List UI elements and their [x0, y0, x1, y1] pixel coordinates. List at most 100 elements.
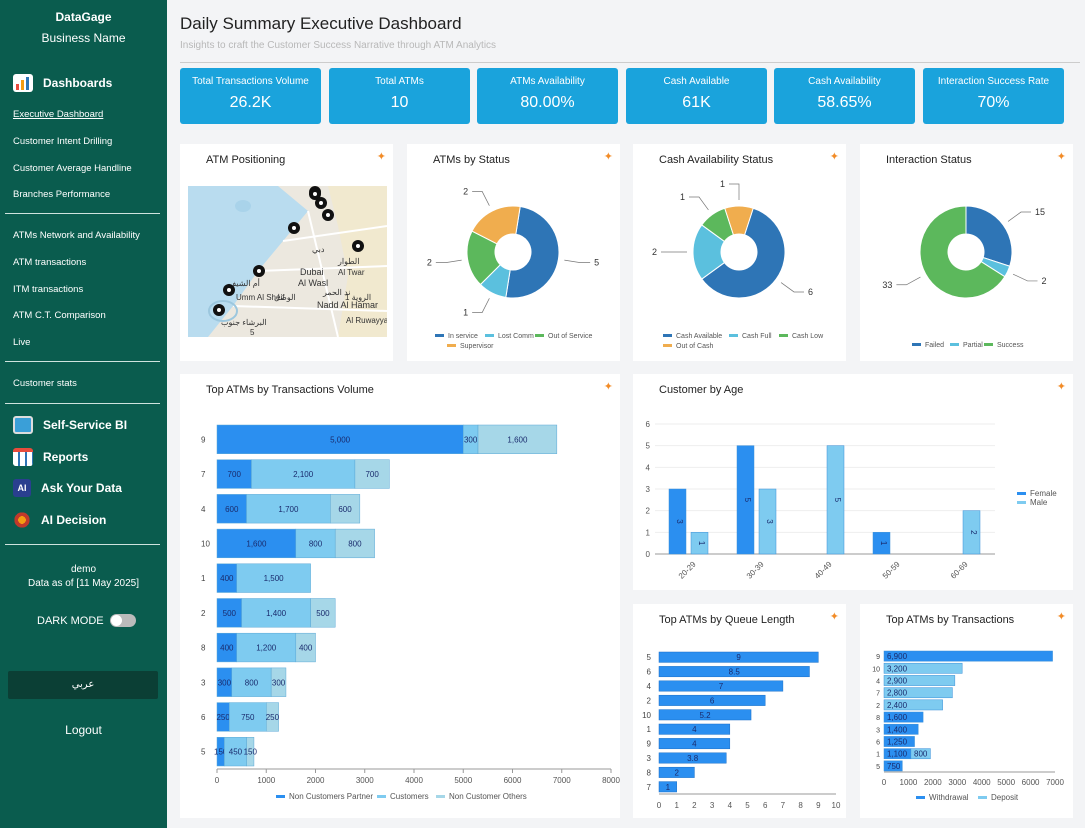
- map-label: الوصل: [274, 293, 296, 302]
- data-label: 300: [464, 435, 478, 444]
- tick-label: 10: [832, 801, 841, 810]
- category-label: 5: [647, 653, 652, 662]
- sparkle-icon[interactable]: ✦: [1056, 611, 1066, 623]
- kpi-cash-available: Cash Available 61K: [626, 68, 767, 124]
- arabic-language-button[interactable]: عربي: [8, 671, 158, 699]
- tick-label: 5: [646, 442, 651, 451]
- sparkle-icon[interactable]: ✦: [603, 381, 613, 393]
- tick-label: 0: [215, 776, 220, 785]
- data-label: 3: [765, 519, 774, 524]
- data-label: 700: [365, 470, 379, 479]
- data-label: 600: [338, 505, 352, 514]
- section-reports[interactable]: Reports: [13, 448, 88, 466]
- data-label: 800: [309, 539, 323, 548]
- data-label: 2: [652, 247, 657, 257]
- nav-customer-intent-drilling[interactable]: Customer Intent Drilling: [13, 136, 113, 147]
- category-label: 9: [201, 435, 206, 444]
- data-label: 5,000: [330, 435, 351, 444]
- nav-live[interactable]: Live: [13, 337, 31, 348]
- tick-label: 4000: [405, 776, 423, 785]
- bar-segment: [266, 702, 279, 732]
- dark-mode-toggle[interactable]: DARK MODE: [37, 614, 136, 627]
- tick-label: 9: [816, 801, 821, 810]
- section-self-service-bi[interactable]: Self-Service BI: [13, 416, 127, 434]
- legend-swatch: [1017, 492, 1026, 495]
- nav-itm-transactions[interactable]: ITM transactions: [13, 284, 84, 295]
- dashboard-icon: [13, 74, 33, 92]
- section-dashboards[interactable]: Dashboards: [13, 74, 112, 92]
- legend-label: Failed: [925, 342, 944, 349]
- tick-label: 1: [646, 528, 651, 537]
- section-ask-your-data[interactable]: AI Ask Your Data: [13, 479, 122, 497]
- category-label: 20-29: [677, 559, 698, 580]
- category-label: 6: [201, 713, 206, 722]
- map-label: دبي: [312, 245, 325, 254]
- tick-label: 8: [798, 801, 803, 810]
- sparkle-icon[interactable]: ✦: [829, 611, 839, 623]
- sparkle-icon[interactable]: ✦: [376, 151, 386, 163]
- nav-customer-stats[interactable]: Customer stats: [13, 378, 77, 389]
- data-label: 1,600: [507, 435, 528, 444]
- sparkle-icon[interactable]: ✦: [829, 151, 839, 163]
- sparkle-icon[interactable]: ✦: [603, 151, 613, 163]
- tick-label: 6: [763, 801, 768, 810]
- map-label: 5: [250, 328, 255, 337]
- nav-atm-transactions[interactable]: ATM transactions: [13, 257, 87, 268]
- legend-swatch: [485, 334, 494, 337]
- donut-slice: [724, 205, 754, 236]
- bar-segment: [295, 632, 316, 663]
- tick-label: 2: [646, 507, 651, 516]
- data-label: 2: [463, 186, 468, 196]
- map-view[interactable]: Dubai Al Wasl Nadd Al Hamar Umm Al Sheif…: [188, 186, 387, 337]
- nav-atms-network[interactable]: ATMs Network and Availability: [13, 230, 140, 241]
- map-label: أم الشيف: [228, 277, 260, 288]
- leader-line: [564, 259, 591, 263]
- toggle-switch[interactable]: [109, 614, 136, 627]
- tick-label: 0: [882, 778, 887, 787]
- nav-executive-dashboard[interactable]: Executive Dashboard: [13, 109, 104, 120]
- category-label: 4: [201, 505, 206, 514]
- bar-segment: [883, 687, 953, 699]
- nav-branches-performance[interactable]: Branches Performance: [13, 189, 111, 200]
- chart-title: Cash Availability Status: [659, 154, 774, 166]
- legend-label: Withdrawal: [929, 793, 969, 802]
- logout-button[interactable]: Logout: [65, 723, 102, 737]
- donut-slice: [701, 207, 786, 299]
- divider: [5, 213, 160, 214]
- tick-label: 6000: [504, 776, 522, 785]
- bar-segment: [251, 459, 356, 489]
- legend-label: Customers: [390, 792, 429, 801]
- bar-segment: [310, 598, 336, 628]
- divider: [5, 403, 160, 404]
- data-label: 300: [272, 678, 286, 687]
- main-content: Daily Summary Executive Dashboard Insigh…: [167, 0, 1085, 828]
- bar: [658, 709, 752, 721]
- section-ai-decision[interactable]: AI Decision: [13, 511, 106, 529]
- sparkle-icon[interactable]: ✦: [1056, 151, 1066, 163]
- divider: [5, 361, 160, 362]
- leader-line: [729, 183, 740, 200]
- bar-segment: [883, 723, 919, 735]
- leader-line: [472, 298, 490, 313]
- brain-icon: [13, 511, 31, 529]
- bar: [962, 510, 981, 555]
- card-interaction-status: Interaction Status ✦ 15 2 33 Failed Partial S…: [860, 144, 1073, 361]
- nav-customer-average-handline[interactable]: Customer Average Handline: [13, 163, 132, 174]
- card-customer-by-age: Customer by Age ✦ 0 1 2 3 4 5 6 3 1 20-29 5 3 30-39 5…: [633, 374, 1073, 590]
- nav-atm-ct-comparison[interactable]: ATM C.T. Comparison: [13, 310, 106, 321]
- legend-label: In service: [448, 333, 478, 340]
- legend-swatch: [535, 334, 544, 337]
- bar-segment: [270, 667, 287, 697]
- sparkle-icon[interactable]: ✦: [1056, 381, 1066, 393]
- bar-segment: [883, 736, 915, 747]
- bar-segment: [216, 459, 252, 489]
- donut-slice: [919, 205, 1006, 299]
- map-label: Nadd Al Hamar: [317, 300, 378, 310]
- tick-label: 2000: [307, 776, 325, 785]
- legend-label: Non Customers Partner: [289, 792, 373, 801]
- legend-label: Female: [1030, 489, 1057, 498]
- data-label: 2: [674, 768, 679, 777]
- kpi-atms-availability: ATMs Availability 80.00%: [477, 68, 618, 124]
- page-subtitle: Insights to craft the Customer Success N…: [180, 40, 497, 51]
- bar-segment: [883, 675, 956, 686]
